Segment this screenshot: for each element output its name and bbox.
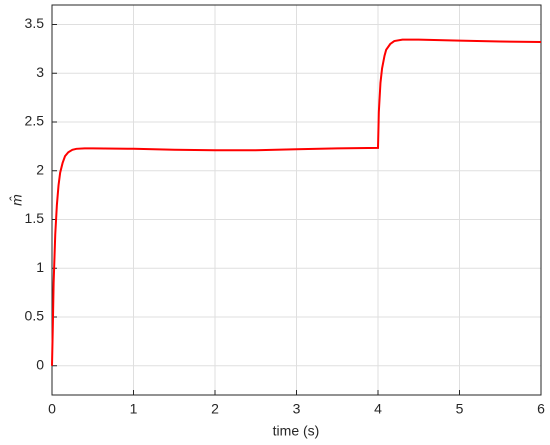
y-axis-label: m̂ — [8, 194, 24, 206]
y-tick-label: 2.5 — [25, 113, 45, 129]
x-tick-label: 4 — [374, 401, 382, 417]
data-line — [51, 38, 542, 366]
x-tick-label: 1 — [130, 401, 138, 417]
y-tick-label: 3.5 — [25, 15, 45, 31]
y-tick-label: 0 — [36, 356, 44, 372]
x-tick-label: 0 — [48, 401, 56, 417]
y-tick-label: 0.5 — [25, 308, 45, 324]
y-tick-label: 2 — [36, 161, 44, 177]
y-tick-label: 1.5 — [25, 210, 45, 226]
x-axis-label: time (s) — [273, 423, 320, 439]
x-tick-label: 2 — [211, 401, 219, 417]
y-tick-label: 1 — [36, 259, 44, 275]
plot-frame — [51, 4, 542, 396]
x-tick-label: 3 — [293, 401, 301, 417]
y-tick-label: 3 — [36, 64, 44, 80]
x-tick-label: 5 — [456, 401, 464, 417]
x-tick-label: 6 — [537, 401, 545, 417]
